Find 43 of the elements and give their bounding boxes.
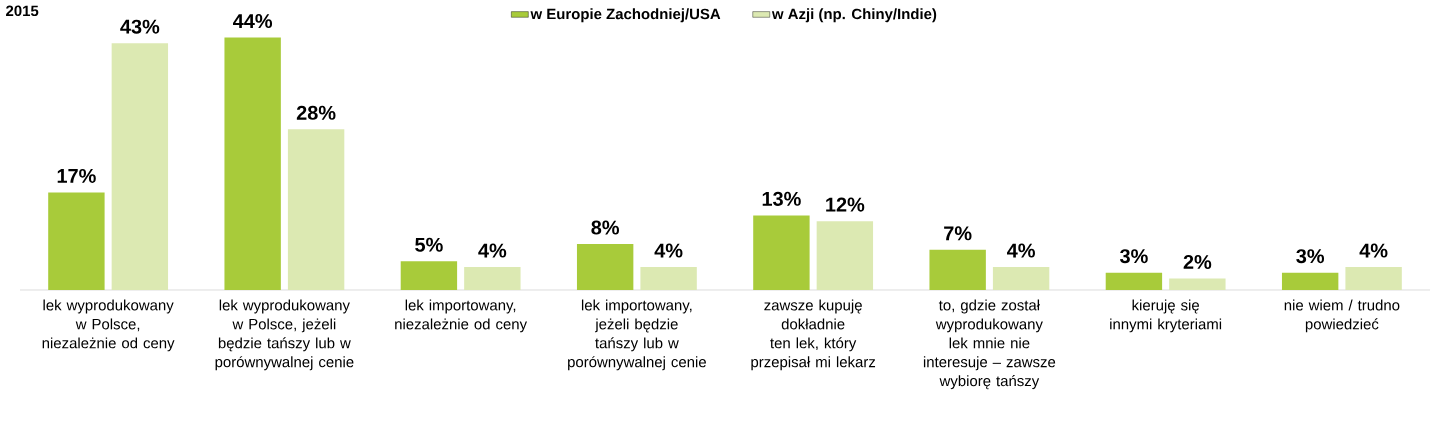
x-tick-label: to, gdzie został wyprodukowany lek mnie nie interesuje – zawsze wybiorę tańszy [923, 299, 1056, 390]
data-label: 5% [415, 237, 443, 252]
data-label: 8% [591, 220, 620, 235]
bar [1345, 267, 1402, 290]
bar [1105, 272, 1163, 290]
bar [816, 221, 874, 290]
data-label: 13% [762, 191, 801, 206]
data-label: 28% [296, 105, 336, 120]
data-label: 43% [120, 19, 160, 34]
chart-title: 2015 [6, 5, 39, 17]
data-label: 7% [944, 226, 972, 241]
x-tick-label: nie wiem / trudno powiedzieć [1284, 299, 1400, 333]
legend-label: w Europie Zachodniej/USA [530, 8, 721, 23]
data-label: 44% [233, 14, 273, 29]
legend-label: w Azji (np. Chiny/Indie) [771, 8, 937, 23]
data-label: 2% [1183, 254, 1212, 270]
x-tick-label: lek importowany, jeżeli będzie tańszy lub w porównywalnej cenie [568, 299, 706, 371]
bar [1281, 272, 1339, 290]
data-label: 4% [1007, 243, 1035, 258]
bar [929, 249, 986, 290]
bar [111, 43, 169, 290]
bar [224, 37, 281, 290]
bar [48, 192, 105, 290]
data-label: 4% [1359, 243, 1388, 258]
bar [464, 267, 521, 290]
bar [753, 215, 810, 290]
x-tick-label: zawsze kupuję dokładnie ten lek, który przepisał mi lekarz [751, 299, 876, 371]
data-label: 4% [478, 243, 507, 258]
data-label: 3% [1296, 249, 1325, 264]
x-tick-label: kieruję się innymi kryteriami [1110, 299, 1222, 333]
bar [1169, 278, 1226, 290]
data-label: 4% [654, 243, 683, 258]
bar [992, 267, 1050, 290]
bar [640, 267, 697, 290]
bar [287, 129, 345, 290]
x-tick-label: lek wyprodukowany w Polsce, jeżeli będzie tańszy lub w porównywalnej cenie [215, 299, 354, 371]
bar [400, 261, 458, 290]
data-label: 17% [57, 168, 96, 183]
x-tick-label: lek importowany, niezależnie od ceny [395, 299, 528, 333]
data-label: 3% [1119, 249, 1148, 264]
bar [576, 244, 634, 290]
x-tick-label: lek wyprodukowany w Polsce, niezależnie od ceny [42, 299, 175, 352]
data-label: 12% [826, 197, 865, 212]
